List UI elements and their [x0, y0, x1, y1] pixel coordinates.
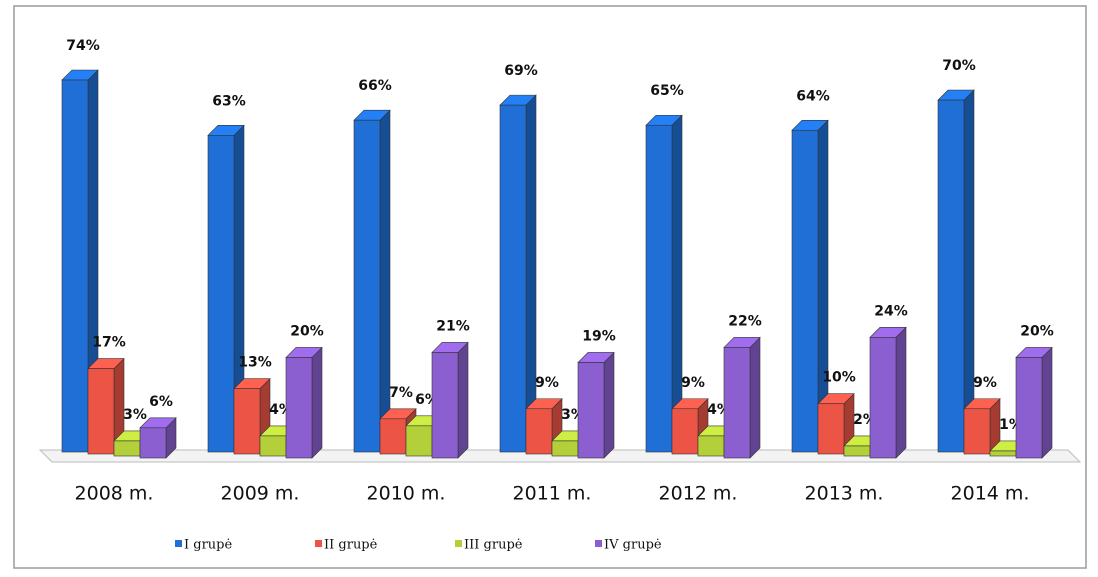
x-tick-label: 2010 m.	[367, 483, 446, 505]
value-label: 7%	[389, 385, 413, 401]
bar	[259, 435, 287, 457]
value-label: 9%	[681, 375, 705, 391]
value-label: 64%	[796, 88, 830, 104]
bar	[963, 408, 991, 455]
x-tick-label: 2013 m.	[805, 483, 884, 505]
bar	[113, 440, 141, 457]
value-label: 17%	[92, 335, 126, 351]
legend-swatch	[455, 540, 462, 547]
bar-side	[895, 326, 907, 459]
value-label: 63%	[212, 93, 246, 109]
bar	[989, 450, 1017, 457]
bar	[671, 408, 699, 455]
bar	[843, 445, 871, 457]
value-label: 70%	[942, 58, 976, 74]
bar	[87, 368, 115, 455]
value-label: 69%	[504, 63, 538, 79]
bar	[353, 119, 381, 453]
bar	[577, 362, 605, 459]
value-label: 9%	[535, 375, 559, 391]
value-label: 65%	[650, 83, 684, 99]
legend-swatch	[595, 540, 602, 547]
legend-label: I grupė	[184, 538, 232, 553]
bar	[285, 357, 313, 459]
bar	[937, 99, 965, 453]
value-label: 3%	[123, 407, 147, 423]
bar	[817, 403, 845, 455]
bar	[431, 352, 459, 459]
legend-label: II grupė	[324, 538, 378, 553]
value-label: 20%	[1020, 323, 1054, 339]
bar	[645, 124, 673, 453]
bar-side	[525, 94, 537, 453]
chart-frame	[13, 5, 1087, 569]
bar	[61, 79, 89, 453]
legend-swatch	[175, 540, 182, 547]
bar	[233, 388, 261, 455]
bar	[405, 425, 433, 457]
bar	[207, 134, 235, 453]
value-label: 24%	[874, 303, 908, 319]
x-tick-label: 2012 m.	[659, 483, 738, 505]
value-label: 6%	[149, 394, 173, 410]
x-tick-label: 2014 m.	[951, 483, 1030, 505]
bar	[379, 418, 407, 455]
value-label: 21%	[436, 318, 470, 334]
value-label: 74%	[66, 38, 100, 54]
bar-side	[1041, 346, 1053, 459]
value-label: 20%	[290, 323, 324, 339]
value-label: 19%	[582, 328, 616, 344]
x-tick-label: 2011 m.	[513, 483, 592, 505]
bar	[697, 435, 725, 457]
bar	[525, 408, 553, 455]
bar	[1015, 357, 1043, 459]
bar-side	[963, 89, 975, 453]
value-label: 10%	[822, 370, 856, 386]
value-label: 66%	[358, 78, 392, 94]
bar-side	[457, 341, 469, 459]
bar	[791, 129, 819, 453]
value-label: 9%	[973, 375, 997, 391]
x-tick-label: 2009 m.	[221, 483, 300, 505]
bar	[723, 347, 751, 459]
bar-side	[311, 346, 323, 459]
value-label: 22%	[728, 313, 762, 329]
value-label: 13%	[238, 355, 272, 371]
bar	[551, 440, 579, 457]
x-tick-label: 2008 m.	[75, 483, 154, 505]
bar	[499, 104, 527, 453]
legend-label: IV grupė	[604, 538, 662, 553]
legend-swatch	[315, 540, 322, 547]
bar-side	[749, 336, 761, 459]
bar	[869, 337, 897, 459]
bar	[139, 427, 167, 459]
legend-label: III grupė	[464, 538, 523, 553]
bar-side	[603, 351, 615, 459]
